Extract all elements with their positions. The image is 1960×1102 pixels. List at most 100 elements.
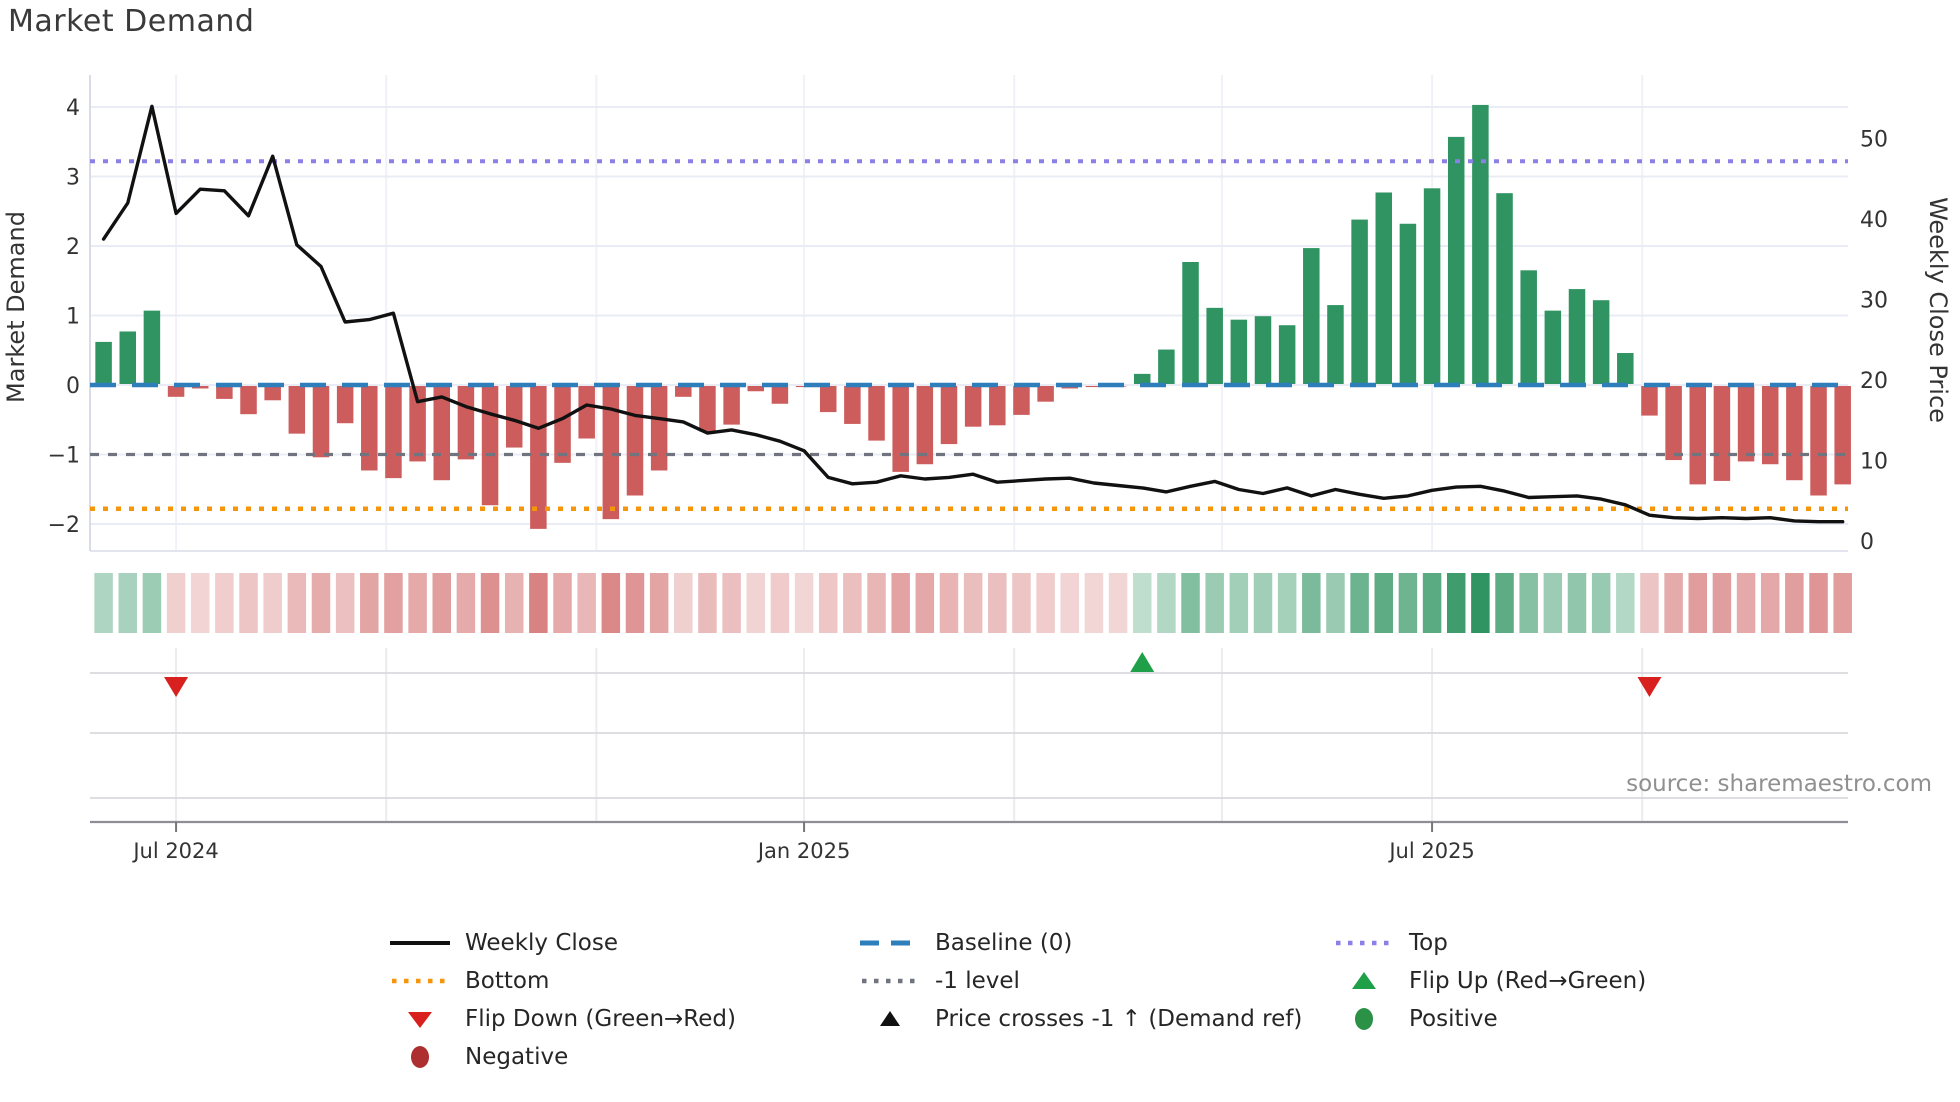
demand-bar-negative [1786, 386, 1803, 481]
heatmap-cell [674, 573, 693, 633]
legend-marker [388, 1044, 452, 1070]
demand-bar-negative [554, 386, 571, 463]
demand-bar-positive [119, 331, 137, 384]
heatmap-cell [166, 573, 186, 633]
flip-up-marker [1130, 652, 1155, 672]
legend-column-1: Weekly Close Bottom Flip Down (Green→Red) N… [388, 924, 736, 1076]
demand-bar-positive [1496, 193, 1513, 384]
demand-bar-positive [1206, 307, 1223, 384]
legend-item-bottom: Bottom [388, 962, 736, 1000]
right-axis-tick: 50 [1860, 128, 1888, 153]
legend-item-negative: Negative [388, 1038, 736, 1076]
heatmap-cell [1616, 573, 1635, 633]
heatmap-cell [1060, 573, 1080, 633]
heatmap-cell [215, 573, 234, 633]
chart-legend: Weekly Close Bottom Flip Down (Green→Red) N… [0, 924, 1960, 1094]
x-axis-tick-label: Jul 2025 [1387, 839, 1474, 863]
demand-bar-negative [530, 386, 547, 529]
heatmap-cell [988, 573, 1007, 633]
legend-label: Weekly Close [465, 930, 618, 956]
left-axis-tick: 3 [66, 166, 80, 191]
legend-item-top: Top [1332, 924, 1646, 962]
legend-label: Negative [465, 1044, 569, 1070]
legend-marker [1332, 1006, 1396, 1032]
demand-bar-positive [1254, 316, 1272, 384]
demand-bar-positive [95, 341, 112, 384]
heatmap-cell [818, 573, 838, 633]
legend-label: Top [1409, 930, 1448, 956]
heatmap-cell [1036, 573, 1055, 633]
right-axis-tick: 20 [1860, 369, 1888, 394]
heatmap-cell [770, 573, 790, 633]
demand-bar-negative [1013, 386, 1030, 415]
right-axis-tick: 10 [1860, 450, 1888, 475]
legend-dash-blue-icon [860, 940, 920, 946]
demand-bar-negative [1737, 386, 1755, 462]
demand-bar-negative [1037, 386, 1054, 402]
heatmap-cell [577, 573, 596, 633]
legend-item-weekly-close: Weekly Close [388, 924, 736, 962]
heatmap-cell [915, 573, 935, 633]
flip-markers [164, 652, 1662, 697]
demand-bar-negative [1834, 386, 1851, 485]
flip-down-marker [1637, 677, 1662, 697]
demand-bar-negative [288, 386, 306, 434]
heatmap-cell [480, 573, 500, 633]
heatmap-cell [263, 573, 282, 633]
demand-bar-negative [264, 386, 281, 401]
demand-bar-negative [940, 386, 958, 445]
demand-bar-positive [1472, 104, 1489, 384]
legend-item-price-crosses-1-demand-ref: Price crosses -1 ↑ (Demand ref) [858, 1000, 1302, 1038]
heatmap-cell [1374, 573, 1394, 633]
demand-bar-negative [409, 386, 426, 462]
heatmap-cell [142, 573, 162, 633]
demand-bar-negative [433, 386, 451, 481]
demand-bar-negative [916, 386, 934, 465]
heatmap-cell [1446, 573, 1466, 633]
legend-marker [1332, 968, 1396, 994]
demand-bar-positive [1303, 248, 1320, 384]
heatmap-cell [1519, 573, 1538, 633]
heatmap-cell [649, 573, 669, 633]
demand-bar-negative [578, 386, 595, 439]
demand-bar-positive [1278, 325, 1296, 384]
heatmap-cell [456, 573, 476, 633]
demand-bar-negative [723, 386, 740, 425]
legend-column-2: Baseline (0) -1 level Price crosses -1 ↑ (… [858, 924, 1302, 1038]
heatmap-cell [311, 573, 331, 633]
circle-green-icon [1355, 1008, 1373, 1030]
demand-bar-negative [819, 386, 837, 413]
x-axis-tick-label: Jul 2024 [131, 839, 218, 863]
demand-bar-negative [312, 386, 330, 458]
demand-bar-positive [1617, 353, 1634, 384]
legend-marker [858, 1006, 922, 1032]
demand-bar-negative [699, 386, 716, 432]
demand-bar-positive [1592, 300, 1610, 384]
demand-bar-positive [143, 310, 161, 384]
heatmap-cell [1422, 573, 1442, 633]
demand-bar-positive [1399, 223, 1417, 384]
heatmap-cell [287, 573, 307, 633]
heatmap-cell [1108, 573, 1128, 633]
demand-bar-negative [505, 386, 523, 448]
right-axis-tick: 30 [1860, 289, 1888, 314]
heatmap-cell [1229, 573, 1249, 633]
right-axis-tick: 0 [1860, 530, 1874, 555]
heatmap-cell [1495, 573, 1514, 633]
demand-bar-negative [964, 386, 982, 427]
demand-bar-negative [989, 386, 1006, 426]
legend-marker [388, 930, 452, 956]
left-axis-tick: 1 [66, 305, 80, 330]
legend-label: -1 level [935, 968, 1020, 994]
legend-column-3: Top Flip Up (Red→Green) Positive [1332, 924, 1646, 1038]
demand-bar-negative [336, 386, 354, 424]
weekly-close-line [101, 104, 1845, 524]
heatmap-cell [1833, 573, 1852, 633]
heatmap-cell [625, 573, 645, 633]
left-axis-tick: 0 [66, 374, 80, 399]
heatmap-cell [360, 573, 379, 633]
legend-label: Flip Up (Red→Green) [1409, 968, 1647, 994]
demand-bar-negative [1810, 386, 1827, 496]
source-note: source: sharemaestro.com [1626, 771, 1932, 797]
